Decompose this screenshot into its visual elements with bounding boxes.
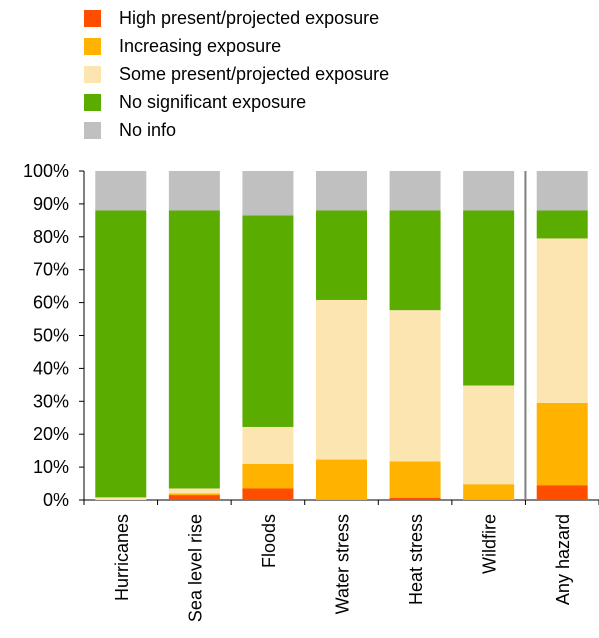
x-tick-label: Water stress [333, 514, 353, 614]
y-tick-label: 70% [33, 260, 69, 280]
bar-segment [536, 485, 588, 500]
legend-label: Increasing exposure [119, 35, 282, 56]
x-tick-label: Hurricanes [112, 514, 132, 601]
y-tick-label: 100% [23, 161, 69, 181]
bar-segment [242, 463, 294, 489]
y-tick-label: 30% [33, 391, 69, 411]
legend-item: No info [84, 116, 389, 144]
legend-item: No significant exposure [84, 88, 389, 116]
legend-label: High present/projected exposure [119, 7, 380, 28]
y-tick-label: 50% [33, 326, 69, 346]
x-tick-label: Heat stress [406, 514, 426, 605]
bar-segment [463, 484, 515, 500]
bar-segment [168, 171, 220, 211]
legend-swatch [84, 93, 101, 111]
bar-segment [536, 238, 588, 403]
bar-segment [242, 171, 294, 216]
legend-item: Increasing exposure [84, 32, 389, 60]
y-tick-label: 90% [33, 194, 69, 214]
bar-segment [95, 210, 147, 498]
bar-segment [316, 171, 367, 211]
bar-segment [95, 497, 147, 500]
legend-swatch [84, 121, 101, 139]
y-tick-label: 40% [33, 358, 69, 378]
bar-segment [168, 488, 220, 494]
bar-segment [168, 495, 220, 500]
y-tick-label: 20% [33, 424, 69, 444]
x-tick-label: Floods [259, 514, 279, 568]
legend-swatch [84, 37, 101, 55]
x-tick-label: Any hazard [553, 514, 573, 605]
legend-swatch [84, 9, 101, 27]
y-tick-label: 80% [33, 227, 69, 247]
bar-segment [316, 210, 367, 300]
bar-segment [536, 402, 588, 486]
legend-item: Some present/projected exposure [84, 60, 389, 88]
bar-segment [389, 497, 441, 500]
legend-label: No info [119, 119, 177, 140]
bar-segment [536, 171, 588, 211]
bar-segment [389, 210, 441, 311]
bar-segment [463, 171, 515, 211]
bar-segment [168, 493, 220, 496]
bar-segment [242, 215, 294, 427]
bar-segment [242, 426, 294, 464]
bar-segment [168, 210, 220, 489]
bar-segment [463, 210, 515, 386]
bar-segment [316, 299, 367, 460]
x-tick-label: Sea level rise [185, 514, 205, 622]
legend-label: No significant exposure [119, 91, 307, 112]
bar-segment [389, 461, 441, 498]
legend-label: Some present/projected exposure [119, 63, 390, 84]
legend-item: High present/projected exposure [84, 4, 389, 32]
bar-segment [536, 210, 588, 239]
y-tick-label: 60% [33, 293, 69, 313]
legend-swatch [84, 65, 101, 83]
bar-segment [389, 171, 441, 211]
bar-segment [95, 171, 147, 211]
bar-segment [242, 488, 294, 500]
legend: High present/projected exposure Increasin… [84, 4, 389, 144]
y-tick-label: 0% [43, 490, 69, 510]
bar-segment [316, 459, 367, 500]
x-tick-label: Wildfire [480, 514, 500, 574]
y-tick-label: 10% [33, 457, 69, 477]
bar-segment [389, 310, 441, 462]
bar-segment [463, 385, 515, 485]
